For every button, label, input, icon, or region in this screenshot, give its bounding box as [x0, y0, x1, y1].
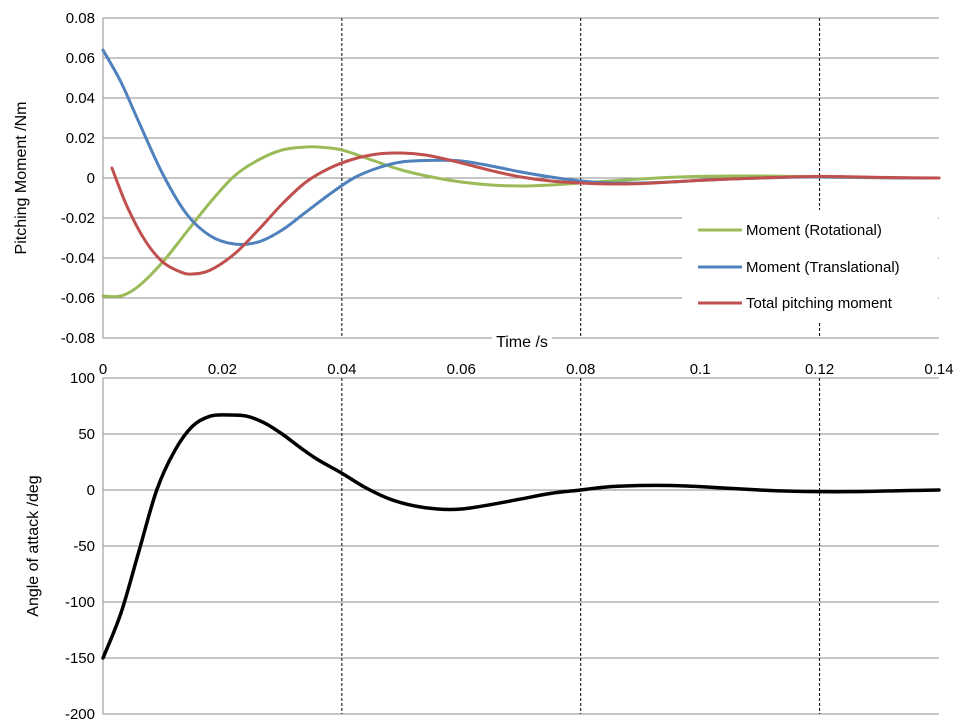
series-lines — [101, 48, 941, 299]
y-tick-label: 0.04 — [66, 90, 95, 107]
y-tick-label: 50 — [78, 426, 95, 443]
y-tick-label: 0.02 — [66, 130, 95, 147]
x-axis-title: Time /s — [496, 334, 548, 351]
y-axis-title-pitching-moment: Pitching Moment /Nm — [13, 102, 30, 255]
y-axis-title-angle-of-attack: Angle of attack /deg — [25, 475, 42, 616]
x-tick-label: 0.08 — [566, 361, 595, 378]
x-tick-label: 0.06 — [447, 361, 476, 378]
legend-label-moment-translational: Moment (Translational) — [746, 259, 900, 276]
x-tick-label: 0.12 — [805, 361, 834, 378]
y-tick-label: -0.04 — [61, 250, 95, 267]
y-tick-label: -0.08 — [61, 330, 95, 347]
grid-lines — [102, 377, 939, 715]
x-tick-label: 0.1 — [690, 361, 711, 378]
y-tick-label: -100 — [65, 594, 95, 611]
series-line-angle-of-attack — [101, 413, 941, 660]
y-tick-label: -0.02 — [61, 210, 95, 227]
x-tick-label: 0.14 — [924, 361, 953, 378]
legend-label-total-pitching-moment: Total pitching moment — [746, 295, 893, 312]
y-tick-labels: 100 50 0 -50 -100 -150 -200 — [65, 370, 95, 723]
y-tick-label: -150 — [65, 650, 95, 667]
y-tick-label: -200 — [65, 706, 95, 723]
y-tick-label: 0 — [87, 170, 95, 187]
y-tick-label: -50 — [73, 538, 95, 555]
series-lines — [101, 413, 941, 660]
series-line-total-pitching-moment — [110, 151, 941, 276]
legend-label-moment-rotational: Moment (Rotational) — [746, 222, 882, 239]
x-tick-label: 0.02 — [208, 361, 237, 378]
y-tick-label: -0.06 — [61, 290, 95, 307]
y-tick-label: 100 — [70, 370, 95, 387]
legend: Moment (Rotational) Moment (Translational… — [682, 210, 938, 322]
x-tick-label: 0.04 — [327, 361, 356, 378]
x-axis-title-background — [492, 333, 552, 352]
x-tick-label: 0 — [99, 361, 107, 378]
y-tick-label: 0.08 — [66, 10, 95, 27]
y-tick-labels: 0.08 0.06 0.04 0.02 0 -0.02 -0.04 -0.06 -0.08 — [61, 10, 95, 347]
y-tick-label: 0.06 — [66, 50, 95, 67]
y-tick-label: 0 — [87, 482, 95, 499]
angle-of-attack-chart: 100 50 0 -50 -100 -150 -200 Angle of attack /d… — [25, 370, 941, 723]
x-tick-labels: 0 0.02 0.04 0.06 0.08 0.1 0.12 0.14 — [99, 361, 954, 378]
